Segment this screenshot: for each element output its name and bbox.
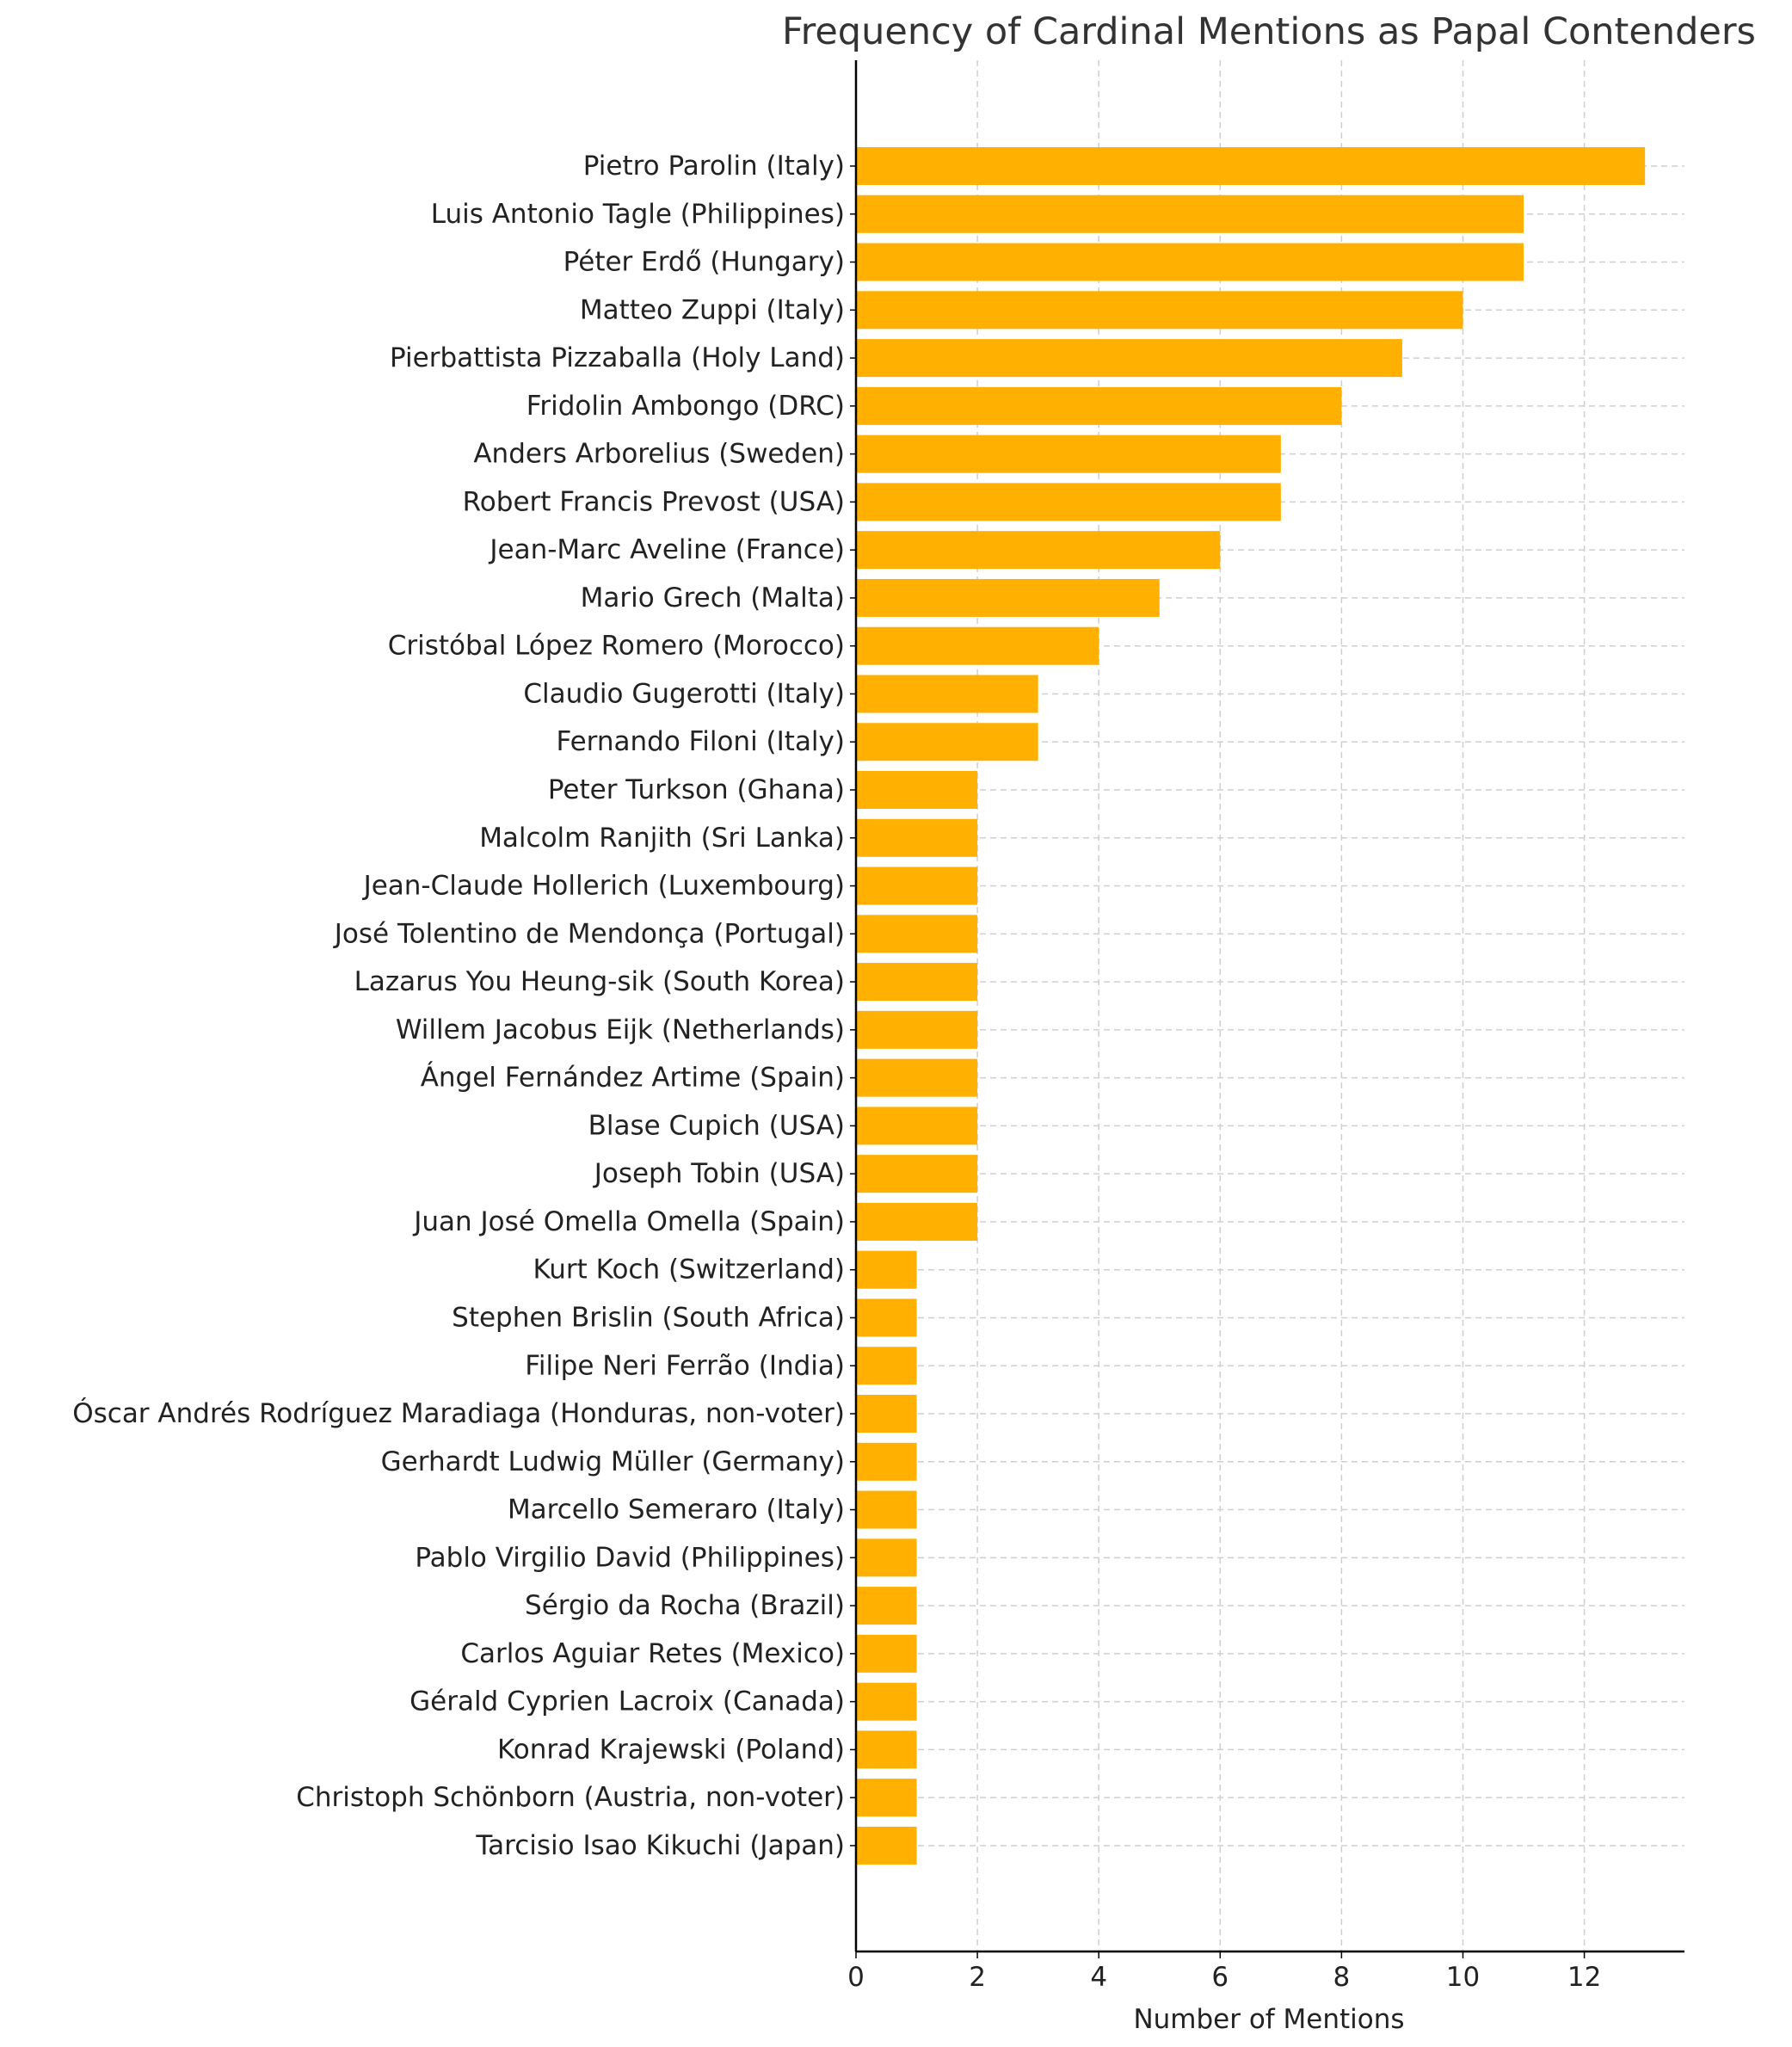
category-label: Peter Turkson (Ghana) <box>548 774 845 805</box>
bar <box>856 723 1038 761</box>
category-label: Kurt Koch (Switzerland) <box>533 1255 846 1286</box>
category-label: Ángel Fernández Artime (Spain) <box>421 1063 845 1094</box>
x-tick-label: 6 <box>1211 1962 1229 1993</box>
x-tick-label: 0 <box>847 1962 865 1993</box>
category-label: Joseph Tobin (USA) <box>593 1158 845 1189</box>
category-labels: Pietro Parolin (Italy) Luis Antonio Tagle… <box>72 151 845 1861</box>
category-label: Gerhardt Ludwig Müller (Germany) <box>381 1446 845 1477</box>
x-tick-label: 4 <box>1090 1962 1107 1993</box>
bar <box>856 1010 978 1049</box>
bar <box>856 1107 978 1145</box>
category-label: Christoph Schönborn (Austria, non-voter) <box>296 1782 845 1813</box>
bar <box>856 1634 917 1673</box>
category-label: Marcello Semeraro (Italy) <box>508 1495 845 1526</box>
category-label: Pierbattista Pizzaballa (Holy Land) <box>390 342 845 373</box>
bars <box>856 147 1646 1865</box>
bar <box>856 1347 917 1385</box>
bar <box>856 147 1646 185</box>
bar <box>856 1250 917 1289</box>
bar <box>856 1490 917 1529</box>
category-label: Fernando Filoni (Italy) <box>556 726 845 757</box>
category-label: Blase Cupich (USA) <box>588 1110 845 1141</box>
bar <box>856 866 978 905</box>
category-label: Pietro Parolin (Italy) <box>583 151 845 182</box>
bar <box>856 435 1281 473</box>
category-label: Konrad Krajewski (Poland) <box>497 1734 845 1765</box>
category-label: Fridolin Ambongo (DRC) <box>527 391 845 422</box>
bar <box>856 626 1099 665</box>
category-label: Jean-Claude Hollerich (Luxembourg) <box>362 871 845 902</box>
bar <box>856 1826 917 1865</box>
category-label: Filipe Neri Ferrão (India) <box>525 1350 845 1381</box>
bar <box>856 1202 978 1241</box>
category-label: Stephen Brislin (South Africa) <box>452 1302 845 1333</box>
x-tick-label: 12 <box>1567 1962 1601 1993</box>
bar <box>856 531 1221 570</box>
bar <box>856 1682 917 1721</box>
bar <box>856 1395 917 1434</box>
bar <box>856 1298 917 1337</box>
bar <box>856 771 978 810</box>
category-label: Matteo Zuppi (Italy) <box>580 294 845 325</box>
bar <box>856 243 1524 281</box>
bar <box>856 578 1160 617</box>
bar <box>856 1155 978 1193</box>
category-label: Pablo Virgilio David (Philippines) <box>415 1542 845 1573</box>
category-label: Robert Francis Prevost (USA) <box>463 486 845 517</box>
category-label: Péter Erdő (Hungary) <box>563 247 845 278</box>
category-label: Sérgio da Rocha (Brazil) <box>525 1590 845 1621</box>
bar <box>856 1538 917 1577</box>
x-axis-title: Number of Mentions <box>1133 2004 1404 2035</box>
category-label: Cristóbal López Romero (Morocco) <box>388 631 845 662</box>
category-label: Mario Grech (Malta) <box>581 583 845 613</box>
category-label: Gérald Cyprien Lacroix (Canada) <box>410 1686 845 1717</box>
bar <box>856 915 978 953</box>
bar <box>856 1058 978 1097</box>
bar <box>856 291 1463 330</box>
axes: 0 2 4 6 8 10 12 <box>847 60 1684 1993</box>
bar <box>856 339 1402 378</box>
bar <box>856 675 1038 713</box>
category-label: Anders Arborelius (Sweden) <box>473 439 845 470</box>
category-label: José Tolentino de Mendonça (Portugal) <box>333 918 845 949</box>
category-label: Luis Antonio Tagle (Philippines) <box>431 199 845 230</box>
category-label: Jean-Marc Aveline (France) <box>488 534 845 565</box>
bar <box>856 194 1524 233</box>
category-label: Willem Jacobus Eijk (Netherlands) <box>396 1014 845 1045</box>
category-label: Tarcisio Isao Kikuchi (Japan) <box>475 1830 845 1861</box>
bar <box>856 386 1342 425</box>
bar <box>856 1779 917 1817</box>
x-tick-label: 10 <box>1446 1962 1480 1993</box>
category-label: Juan José Omella Omella (Spain) <box>412 1206 845 1237</box>
category-label: Malcolm Ranjith (Sri Lanka) <box>479 823 845 854</box>
category-label: Óscar Andrés Rodríguez Maradiaga (Hondur… <box>72 1397 845 1429</box>
chart-title: Frequency of Cardinal Mentions as Papal … <box>782 10 1756 53</box>
bar <box>856 963 978 1002</box>
x-tick-label: 8 <box>1333 1962 1351 1993</box>
bar <box>856 1442 917 1481</box>
x-tick-label: 2 <box>969 1962 986 1993</box>
bar <box>856 483 1281 521</box>
category-label: Carlos Aguiar Retes (Mexico) <box>460 1638 845 1669</box>
bar <box>856 1587 917 1625</box>
bar <box>856 818 978 857</box>
category-label: Lazarus You Heung-sik (South Korea) <box>354 966 845 997</box>
bar <box>856 1730 917 1769</box>
category-label: Claudio Gugerotti (Italy) <box>523 678 845 709</box>
